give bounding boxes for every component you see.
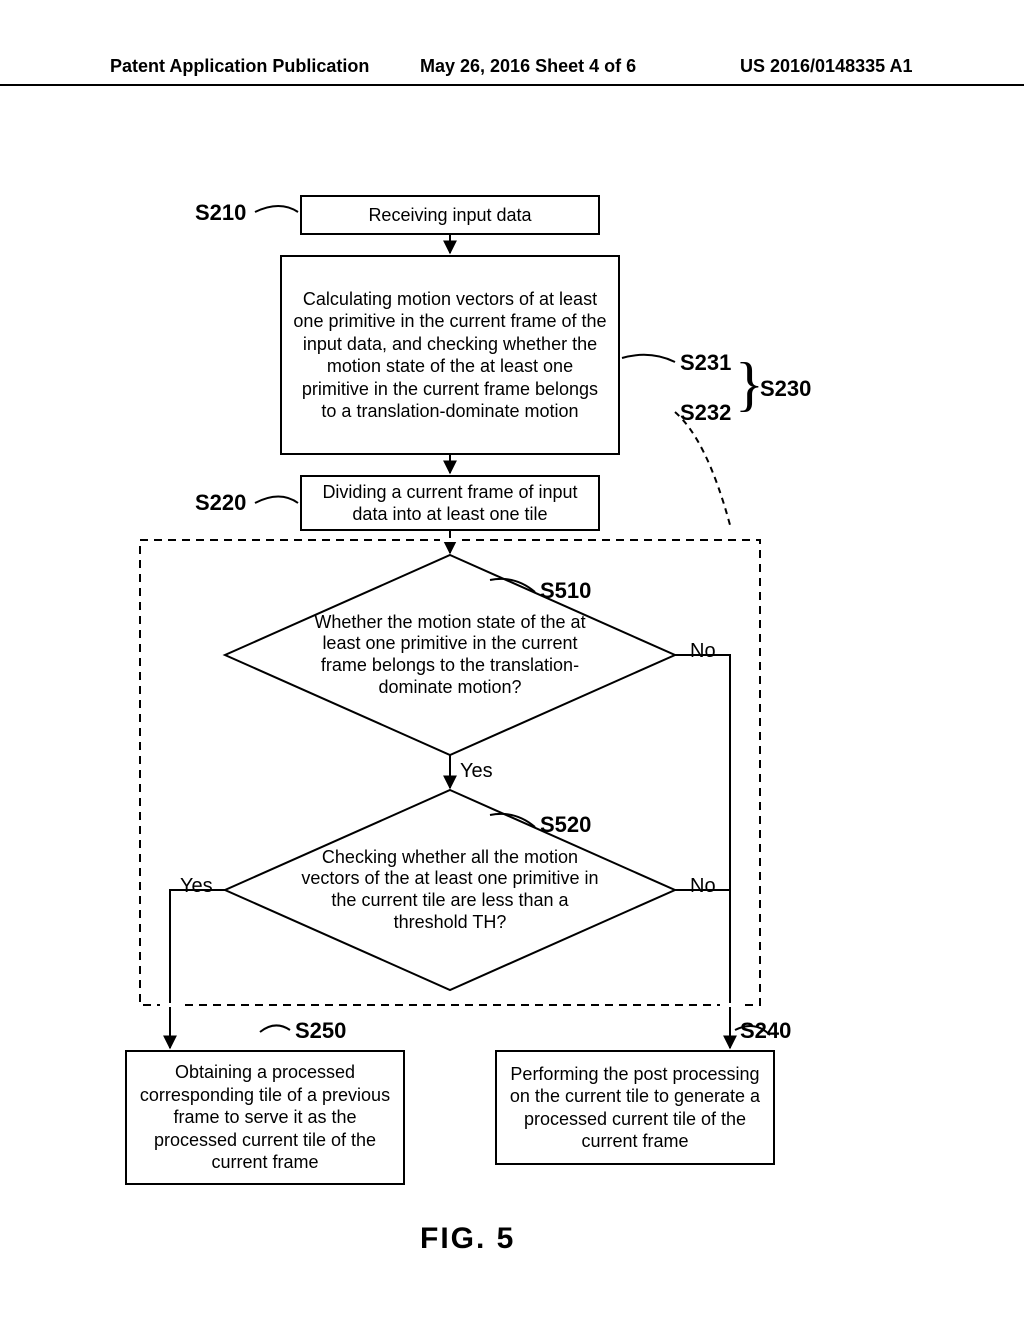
edge-yes2: Yes xyxy=(180,875,213,898)
label-s232: S232 xyxy=(680,400,731,426)
header-left: Patent Application Publication xyxy=(110,56,369,77)
diamond-s520: Checking whether all the motion vectors … xyxy=(225,790,675,990)
edge-no2: No xyxy=(690,875,716,898)
edge-yes1: Yes xyxy=(460,760,493,783)
figure-label: FIG. 5 xyxy=(420,1222,515,1256)
label-s210: S210 xyxy=(195,200,246,226)
label-s220: S220 xyxy=(195,490,246,516)
label-s231: S231 xyxy=(680,350,731,376)
diamond-s510: Whether the motion state of the at least… xyxy=(225,555,675,755)
label-s250: S250 xyxy=(295,1018,346,1044)
label-s230: S230 xyxy=(760,376,811,402)
box-s231: Calculating motion vectors of at least o… xyxy=(280,255,620,455)
box-s240: Performing the post processing on the cu… xyxy=(495,1050,775,1165)
label-s240: S240 xyxy=(740,1018,791,1044)
box-s220: Dividing a current frame of input data i… xyxy=(300,475,600,531)
header-right: US 2016/0148335 A1 xyxy=(740,56,912,77)
label-s520: S520 xyxy=(540,812,591,838)
header-mid: May 26, 2016 Sheet 4 of 6 xyxy=(420,56,636,77)
label-s510: S510 xyxy=(540,578,591,604)
diamond-s520-text: Checking whether all the motion vectors … xyxy=(300,820,600,960)
header-rule xyxy=(0,84,1024,86)
box-s250: Obtaining a processed corresponding tile… xyxy=(125,1050,405,1185)
edge-no1: No xyxy=(690,640,716,663)
diamond-s510-text: Whether the motion state of the at least… xyxy=(300,585,600,725)
box-s210: Receiving input data xyxy=(300,195,600,235)
